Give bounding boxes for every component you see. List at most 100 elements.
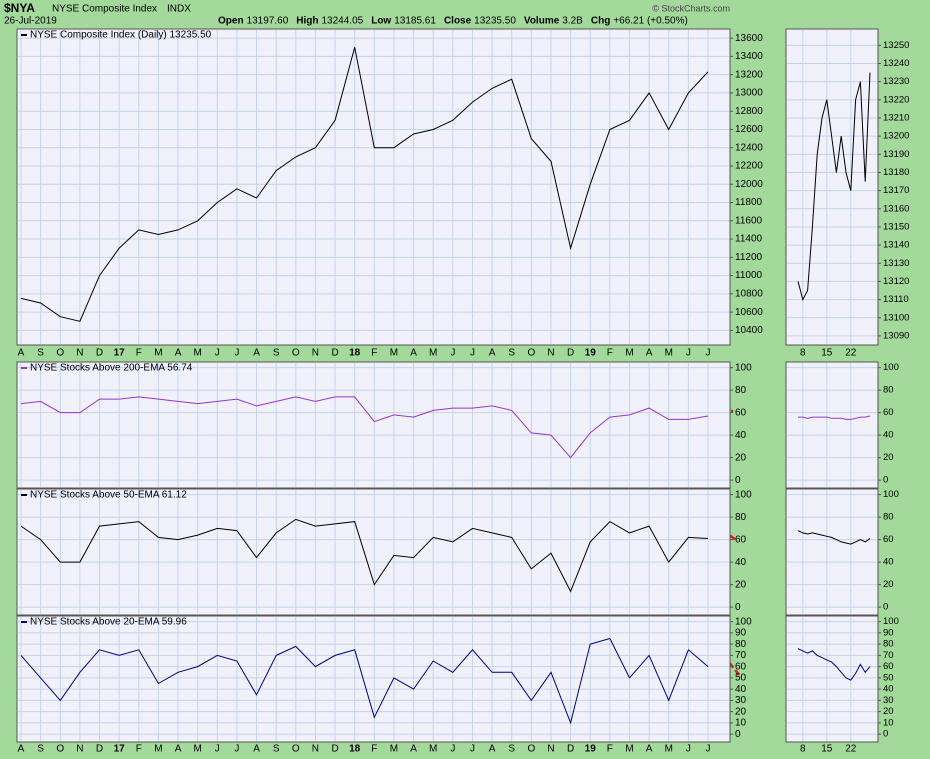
y-tick-label: 13160 [883, 203, 909, 214]
y-tick-label: 12600 [735, 124, 763, 135]
y-tick-label: 13090 [883, 330, 909, 341]
y-tick-label: 100 [883, 616, 899, 627]
y-tick-label: 100 [735, 362, 752, 373]
x-tick-label: 8 [800, 348, 806, 359]
x-tick-label: S [273, 348, 280, 359]
x-tick-label: J [450, 744, 455, 755]
y-tick-label: 40 [883, 684, 894, 695]
x-tick-label: A [253, 744, 260, 755]
stats: Open 13197.60 High 13244.05 Low 13185.61 Close… [218, 16, 688, 27]
x-tick-label: O [56, 744, 64, 755]
legend-label: NYSE Composite Index (Daily) 13235.50 [30, 30, 212, 41]
x-tick-label: 18 [349, 744, 361, 755]
y-tick-label: 13220 [883, 94, 909, 105]
series-line [20, 518, 709, 593]
x-tick-label: S [508, 744, 515, 755]
y-tick-label: 40 [883, 557, 894, 568]
y-tick-label: 11000 [735, 270, 763, 281]
y-tick-label: 10800 [735, 288, 763, 299]
y-tick-label: 100 [735, 616, 752, 627]
x-tick-label: D [96, 744, 103, 755]
panel [785, 615, 879, 743]
x-tick-label: N [547, 744, 554, 755]
date: 26-Jul-2019 [4, 16, 57, 27]
y-tick-label: 40 [883, 430, 894, 441]
y-tick-label: 12000 [735, 179, 763, 190]
y-tick-label: 80 [735, 385, 747, 396]
stat-label: Low [371, 16, 391, 27]
x-tick-label: A [489, 744, 496, 755]
x-tick-label: F [136, 348, 142, 359]
y-tick-label: 60 [735, 534, 747, 545]
stat-label: Close [444, 16, 472, 27]
y-tick-label: 0 [735, 602, 741, 613]
y-tick-label: 12800 [735, 106, 763, 117]
y-tick-label: 80 [883, 639, 894, 650]
y-tick-label: 0 [735, 729, 741, 740]
y-tick-label: 30 [735, 695, 747, 706]
series-line [797, 72, 871, 301]
exchange: INDX [167, 4, 191, 15]
x-tick-label: A [253, 348, 260, 359]
x-tick-label: M [429, 744, 437, 755]
x-tick-label: 15 [821, 744, 833, 755]
x-tick-label: D [567, 348, 574, 359]
x-tick-label: M [625, 348, 633, 359]
credit: © StockCharts.com [652, 3, 730, 13]
stat-label: Chg [591, 16, 610, 27]
y-tick-label: 60 [735, 661, 747, 672]
x-tick-label: J [215, 348, 220, 359]
y-tick-label: 13140 [883, 240, 909, 251]
panel [785, 488, 879, 616]
panel [16, 28, 731, 346]
y-tick-label: 60 [883, 661, 894, 672]
y-tick-label: 10400 [735, 325, 763, 336]
x-tick-label: M [193, 744, 201, 755]
x-tick-label: A [646, 744, 653, 755]
x-tick-label: D [567, 744, 574, 755]
y-tick-label: 11400 [735, 234, 763, 245]
y-tick-label: 50 [883, 672, 894, 683]
y-tick-label: 13240 [883, 58, 909, 69]
y-tick-label: 12400 [735, 142, 763, 153]
panel [16, 361, 731, 489]
panel [16, 488, 731, 616]
y-tick-label: 90 [883, 627, 894, 638]
x-tick-label: 18 [349, 348, 361, 359]
y-tick-label: 30 [883, 695, 894, 706]
y-tick-label: 0 [883, 729, 888, 740]
y-tick-label: 13600 [735, 33, 763, 44]
x-tick-label: M [665, 348, 673, 359]
series-line [20, 396, 709, 459]
y-tick-label: 13130 [883, 258, 909, 269]
x-tick-label: A [410, 348, 417, 359]
x-tick-label: A [410, 744, 417, 755]
x-tick-label: M [193, 348, 201, 359]
x-tick-label: N [76, 348, 83, 359]
x-tick-label: D [331, 744, 338, 755]
x-tick-label: 17 [114, 348, 126, 359]
x-tick-label: J [686, 744, 691, 755]
x-tick-label: O [292, 348, 300, 359]
y-tick-label: 20 [735, 452, 747, 463]
x-tick-label: O [56, 348, 64, 359]
x-tick-label: F [136, 744, 142, 755]
stat-label: High [296, 16, 318, 27]
panel [785, 361, 879, 489]
panel [785, 28, 879, 346]
y-tick-label: 13120 [883, 276, 909, 287]
y-tick-label: 80 [883, 512, 894, 523]
y-tick-label: 13200 [735, 69, 763, 80]
y-tick-label: 13210 [883, 113, 909, 124]
legend-label: NYSE Stocks Above 200-EMA 56.74 [30, 363, 193, 374]
x-tick-label: 22 [845, 744, 857, 755]
y-tick-label: 13400 [735, 51, 763, 62]
y-tick-label: 0 [883, 475, 888, 486]
x-tick-label: M [625, 744, 633, 755]
x-tick-label: O [527, 744, 535, 755]
y-tick-label: 40 [735, 684, 747, 695]
x-tick-label: M [154, 744, 162, 755]
x-tick-label: 17 [114, 744, 126, 755]
x-tick-label: S [37, 744, 44, 755]
